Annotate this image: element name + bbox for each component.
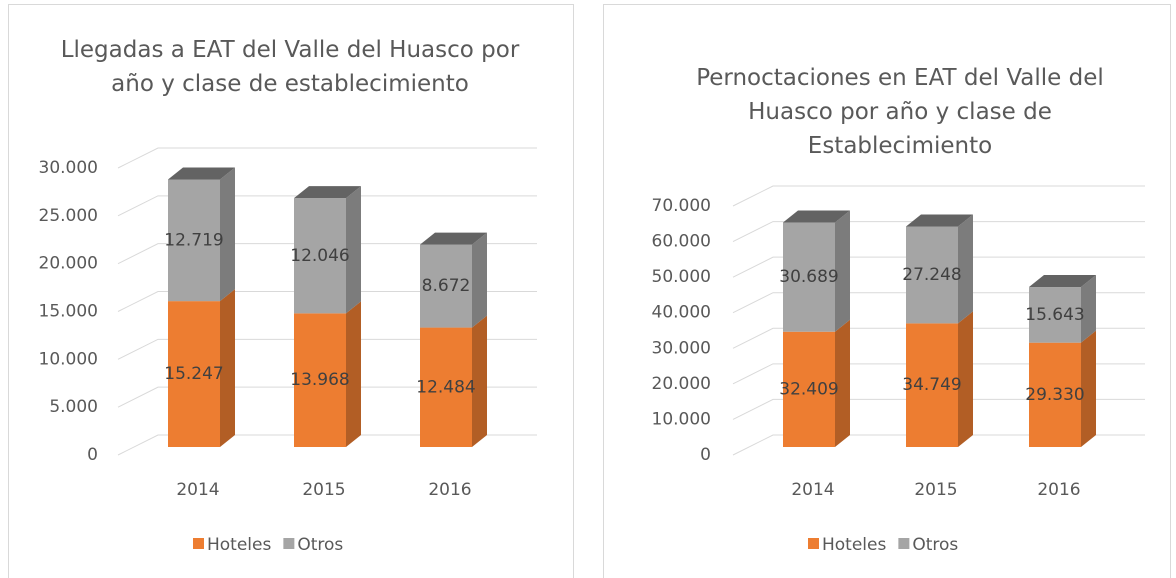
bar [906, 323, 958, 447]
y-tick-label: 10.000 [39, 349, 98, 369]
data-label: 34.749 [902, 375, 961, 395]
grid-line [732, 256, 1145, 278]
data-label: 27.248 [902, 265, 961, 285]
bar [1029, 342, 1081, 447]
grid-line [117, 386, 537, 408]
x-tick-label: 2014 [791, 480, 834, 500]
y-tick-label: 25.000 [39, 206, 98, 226]
grid-line [732, 327, 1145, 349]
bar-side [220, 289, 235, 447]
bar [168, 179, 220, 302]
grid-line [732, 185, 1145, 207]
bar-side [958, 214, 973, 324]
bar [783, 222, 835, 332]
data-label: 8.672 [422, 276, 471, 296]
grid-line [117, 147, 537, 169]
bar-side [220, 167, 235, 302]
chart-title: Pernoctaciones en EAT del Valle del Huas… [696, 65, 1104, 159]
grid-line [732, 292, 1145, 314]
chart-title: Llegadas a EAT del Valle del Huasco por … [60, 37, 520, 97]
bar [1029, 287, 1081, 343]
data-label: 13.968 [290, 370, 349, 390]
legend-label: Otros [297, 535, 343, 555]
bar-side [346, 301, 361, 447]
bar-side [835, 210, 850, 332]
y-tick-label: 0 [700, 445, 711, 465]
x-tick-label: 2015 [302, 480, 345, 500]
bar-side [1081, 275, 1096, 343]
grid-line [117, 195, 537, 217]
legend-label: Hoteles [207, 535, 271, 555]
bar [420, 327, 472, 447]
panel [603, 4, 1171, 578]
panel [8, 4, 574, 578]
bar [168, 301, 220, 447]
bar-side [1081, 330, 1096, 447]
bar-top [906, 214, 973, 227]
x-tick-label: 2016 [428, 480, 471, 500]
bar [906, 226, 958, 324]
bar-side [835, 319, 850, 447]
y-tick-label: 30.000 [652, 338, 711, 358]
y-tick-label: 30.000 [39, 158, 98, 178]
legend-label: Otros [912, 535, 958, 555]
bar [420, 244, 472, 328]
data-label: 29.330 [1025, 385, 1084, 405]
grid-line [732, 398, 1145, 420]
legend-swatch [283, 538, 295, 549]
x-tick-label: 2016 [1037, 480, 1080, 500]
bar [294, 313, 346, 447]
bar-top [168, 167, 235, 180]
y-tick-label: 15.000 [39, 302, 98, 322]
y-tick-label: 40.000 [652, 303, 711, 323]
bar-top [294, 186, 361, 199]
data-label: 15.643 [1025, 305, 1084, 325]
bar-side [346, 186, 361, 314]
legend-label: Hoteles [822, 535, 886, 555]
data-label: 15.247 [164, 364, 223, 384]
bar [783, 331, 835, 447]
bar-top [1029, 275, 1096, 288]
y-tick-label: 20.000 [39, 254, 98, 274]
grid-line [732, 363, 1145, 385]
y-tick-label: 0 [87, 445, 98, 465]
y-tick-label: 70.000 [652, 196, 711, 216]
data-label: 12.484 [416, 377, 475, 397]
bar-side [472, 315, 487, 447]
bar-top [420, 232, 487, 245]
x-tick-label: 2014 [176, 480, 219, 500]
y-tick-label: 50.000 [652, 267, 711, 287]
y-tick-label: 5.000 [49, 397, 98, 417]
x-tick-label: 2015 [914, 480, 957, 500]
bar-side [958, 311, 973, 447]
grid-line [732, 221, 1145, 243]
data-label: 12.046 [290, 246, 349, 266]
legend-swatch [193, 538, 204, 549]
y-tick-label: 60.000 [652, 232, 711, 252]
grid-line [732, 434, 1145, 456]
y-tick-label: 10.000 [652, 409, 711, 429]
bar-top [783, 210, 850, 223]
y-tick-label: 20.000 [652, 374, 711, 394]
bar [294, 198, 346, 314]
grid-line [117, 434, 537, 456]
grid-line [117, 291, 537, 312]
legend-swatch [898, 538, 910, 549]
data-label: 32.409 [779, 379, 838, 399]
legend-swatch [808, 538, 819, 549]
data-label: 30.689 [779, 267, 838, 287]
bar-side [472, 232, 487, 328]
data-label: 12.719 [164, 230, 223, 250]
grid-line [117, 338, 537, 360]
grid-line [117, 243, 537, 265]
